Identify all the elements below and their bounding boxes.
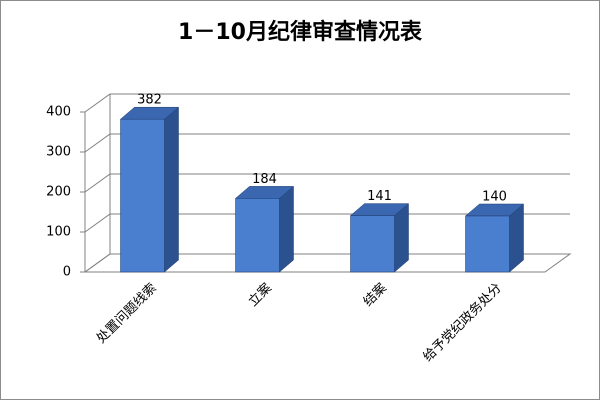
bar-side (164, 106, 179, 273)
value-label: 184 (252, 172, 277, 187)
y-tick-label: 300 (46, 145, 71, 160)
chart-title: 1－10月纪律审查情况表 (178, 19, 423, 45)
y-tick-label: 0 (63, 265, 71, 280)
grid-line (84, 213, 570, 233)
bar (235, 198, 280, 273)
value-label: 140 (482, 190, 507, 205)
bar (120, 118, 165, 273)
grid-line (84, 173, 570, 193)
grid-line (84, 253, 570, 273)
y-tick-label: 100 (46, 225, 71, 240)
value-label: 382 (137, 93, 162, 108)
y-tick-label: 400 (46, 105, 71, 120)
value-label: 141 (367, 189, 392, 204)
grid-line (84, 133, 570, 153)
bar-side (279, 185, 294, 273)
bar (465, 215, 510, 273)
bar (350, 215, 395, 273)
grid-line (84, 93, 570, 113)
y-tick-label: 200 (46, 185, 71, 200)
